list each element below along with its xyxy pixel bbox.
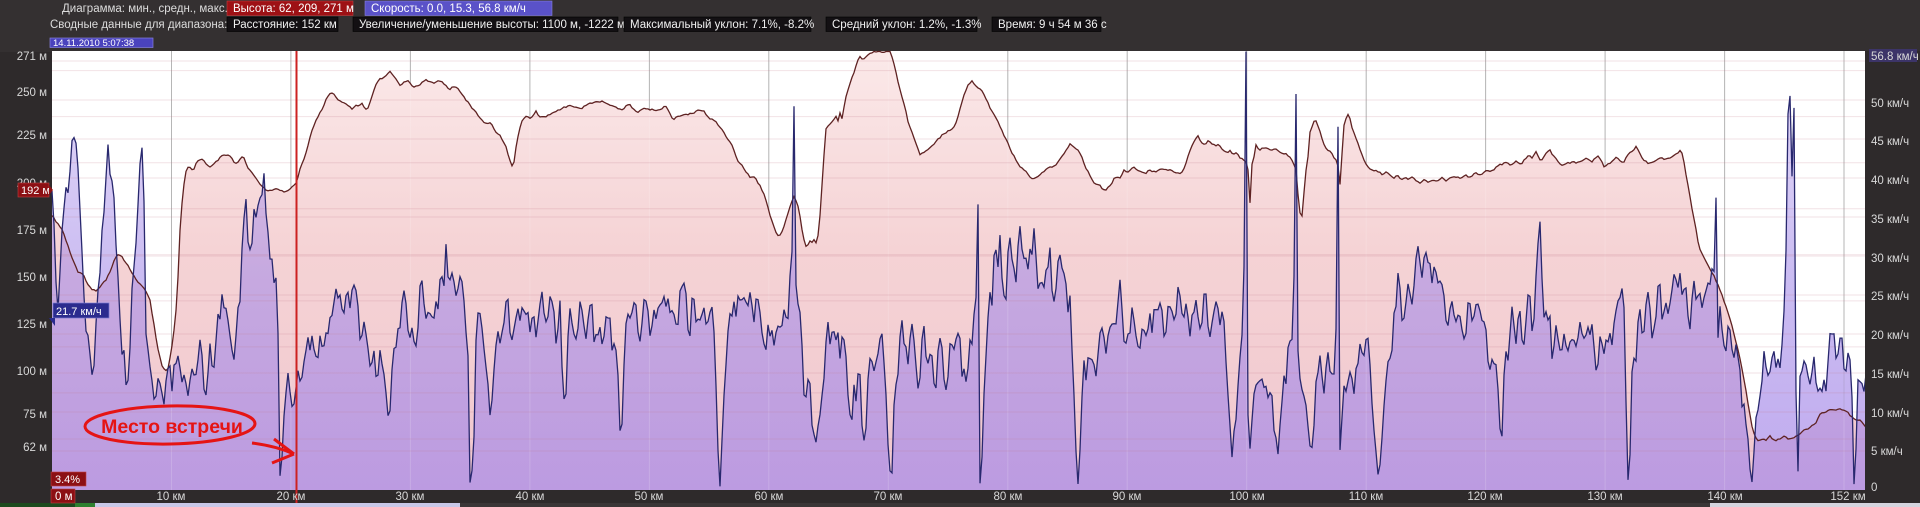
svg-text:0: 0 bbox=[1871, 482, 1877, 494]
svg-text:15 км/ч: 15 км/ч bbox=[1871, 369, 1909, 381]
svg-text:56.8 км/ч: 56.8 км/ч bbox=[1871, 51, 1919, 63]
svg-text:271 м: 271 м bbox=[17, 51, 47, 63]
svg-text:100 км: 100 км bbox=[1229, 491, 1264, 503]
svg-text:Увеличение/уменьшение высоты:: Увеличение/уменьшение высоты: 1100 м, -1… bbox=[359, 19, 625, 31]
svg-text:14.11.2010 5:07:38: 14.11.2010 5:07:38 bbox=[53, 38, 134, 49]
svg-text:225 м: 225 м bbox=[17, 130, 47, 142]
svg-text:10 км/ч: 10 км/ч bbox=[1871, 408, 1909, 420]
svg-text:25 км/ч: 25 км/ч bbox=[1871, 291, 1909, 303]
svg-text:0 м: 0 м bbox=[55, 491, 73, 503]
svg-text:90 км: 90 км bbox=[1113, 491, 1142, 503]
svg-text:Средний уклон: 1.2%, -1.3%: Средний уклон: 1.2%, -1.3% bbox=[832, 19, 981, 31]
svg-text:150 м: 150 м bbox=[17, 272, 47, 284]
svg-text:62 м: 62 м bbox=[23, 442, 47, 454]
svg-text:Сводные данные для диапазона:: Сводные данные для диапазона: bbox=[50, 19, 227, 31]
svg-text:50 км: 50 км bbox=[635, 491, 664, 503]
svg-text:140 км: 140 км bbox=[1707, 491, 1742, 503]
svg-text:Скорость: 0.0, 15.3, 56.8 км/ч: Скорость: 0.0, 15.3, 56.8 км/ч bbox=[371, 3, 526, 15]
svg-text:Время: 9 ч 54 м 36 с: Время: 9 ч 54 м 36 с bbox=[998, 19, 1107, 31]
svg-text:120 км: 120 км bbox=[1467, 491, 1502, 503]
svg-text:192 м: 192 м bbox=[21, 185, 50, 197]
svg-text:21.7 км/ч: 21.7 км/ч bbox=[56, 306, 102, 318]
svg-text:40 км: 40 км bbox=[516, 491, 545, 503]
svg-text:Диаграмма: мин., средн., макс.: Диаграмма: мин., средн., макс. bbox=[62, 3, 228, 15]
svg-text:80 км: 80 км bbox=[994, 491, 1023, 503]
svg-text:175 м: 175 м bbox=[17, 225, 47, 237]
svg-text:125 м: 125 м bbox=[17, 319, 47, 331]
svg-text:20 км/ч: 20 км/ч bbox=[1871, 330, 1909, 342]
svg-text:60 км: 60 км bbox=[755, 491, 784, 503]
svg-text:50 км/ч: 50 км/ч bbox=[1871, 98, 1909, 110]
svg-text:40 км/ч: 40 км/ч bbox=[1871, 175, 1909, 187]
svg-text:110 км: 110 км bbox=[1349, 491, 1384, 503]
svg-text:30 км/ч: 30 км/ч bbox=[1871, 253, 1909, 265]
svg-text:70 км: 70 км bbox=[874, 491, 903, 503]
svg-text:250 м: 250 м bbox=[17, 87, 47, 99]
svg-text:100 м: 100 м bbox=[17, 366, 47, 378]
svg-text:5 км/ч: 5 км/ч bbox=[1871, 446, 1903, 458]
svg-text:130 км: 130 км bbox=[1587, 491, 1622, 503]
svg-text:Расстояние: 152 км: Расстояние: 152 км bbox=[233, 19, 337, 31]
svg-text:Место встречи: Место встречи bbox=[101, 416, 243, 438]
svg-text:30 км: 30 км bbox=[396, 491, 425, 503]
svg-text:45 км/ч: 45 км/ч bbox=[1871, 136, 1909, 148]
svg-text:75 м: 75 м bbox=[23, 409, 47, 421]
svg-text:3.4%: 3.4% bbox=[55, 474, 80, 486]
svg-text:Максимальный уклон: 7.1%, -8.2: Максимальный уклон: 7.1%, -8.2% bbox=[630, 19, 814, 31]
svg-text:10 км: 10 км bbox=[157, 491, 186, 503]
svg-text:20 км: 20 км bbox=[277, 491, 306, 503]
svg-text:35 км/ч: 35 км/ч bbox=[1871, 214, 1909, 226]
svg-text:152 км: 152 км bbox=[1830, 491, 1865, 503]
svg-text:Высота: 62, 209, 271 м: Высота: 62, 209, 271 м bbox=[233, 3, 354, 15]
